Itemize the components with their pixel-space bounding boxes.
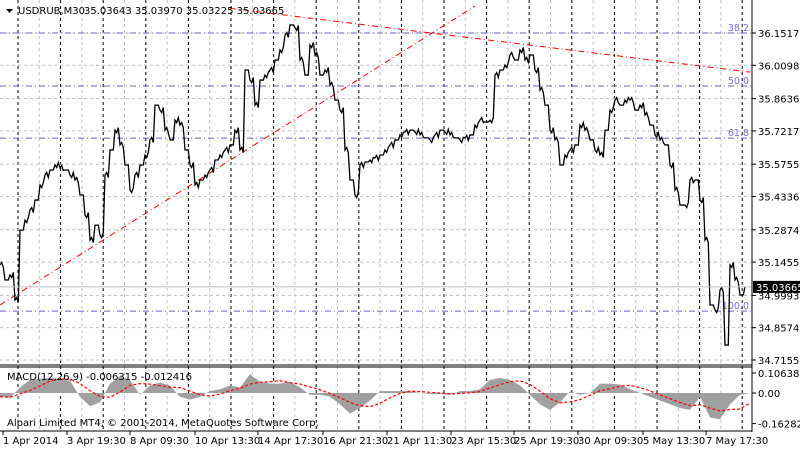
time-tick-label: 30 Apr 09:30	[578, 436, 643, 447]
price-tick-label: 36.00980	[758, 61, 800, 72]
time-tick-label: 25 Apr 19:30	[514, 436, 579, 447]
price-tick-label: 34.99930	[758, 291, 800, 302]
price-tick-label: 34.85740	[758, 324, 800, 335]
macd-tick-label: -0.162822	[758, 420, 800, 431]
price-line	[0, 24, 746, 346]
price-tick-label: 35.28740	[758, 226, 800, 237]
time-tick-label: 7 May 17:30	[706, 436, 768, 447]
trendline	[0, 5, 476, 306]
macd-pane	[0, 374, 751, 420]
fib-level-label: 100.0	[722, 301, 749, 312]
macd-tick-label: 0.106384	[758, 369, 800, 380]
chart-title: USDRUB,M30	[18, 6, 85, 17]
macd-title: MACD(12,26,9) -0.006315 -0.012416	[7, 372, 192, 383]
price-series	[0, 24, 752, 346]
price-tick-label: 35.86360	[758, 95, 800, 106]
price-tick-label: 34.71550	[758, 356, 800, 367]
price-tick-label: 35.57550	[758, 160, 800, 171]
time-tick-label: 21 Apr 11:30	[387, 436, 452, 447]
trendline	[229, 7, 751, 73]
price-tick-label: 35.14550	[758, 258, 800, 269]
price-tick-label: 36.15170	[758, 29, 800, 40]
ohlc-values: 35.03643 35.03970 35.03225 35.03665	[84, 6, 284, 17]
price-tick-label: 35.72170	[758, 127, 800, 138]
macd-signal-line	[0, 378, 751, 412]
triangle-down-icon[interactable]	[6, 9, 13, 13]
price-tick-label: 35.43360	[758, 192, 800, 203]
time-tick-label: 8 Apr 09:30	[130, 436, 189, 447]
copyright: Alpari Limited MT4, © 2001-2014, MetaQuo…	[7, 418, 319, 429]
time-tick-label: 14 Apr 17:30	[258, 436, 323, 447]
time-tick-label: 3 Apr 19:30	[67, 436, 126, 447]
current-price-label: 35.03665	[756, 283, 800, 294]
time-tick-label: 5 May 13:30	[643, 436, 705, 447]
fib-level-label: 50.0	[728, 76, 749, 87]
time-tick-label: 23 Apr 15:30	[451, 436, 516, 447]
trendlines[interactable]	[0, 5, 751, 306]
current-price-badge	[753, 280, 800, 293]
time-tick-label: 1 Apr 2014	[3, 436, 58, 447]
macd-tick-label: 0.00	[758, 389, 780, 400]
time-tick-label: 10 Apr 13:30	[195, 436, 260, 447]
fib-level-label: 61.8	[728, 128, 749, 139]
time-tick-label: 16 Apr 21:30	[323, 436, 388, 447]
fib-level-label: 38.2	[728, 23, 749, 34]
fibonacci-retracement[interactable]: 38.2 50.0 61.8 100.0	[0, 23, 752, 312]
